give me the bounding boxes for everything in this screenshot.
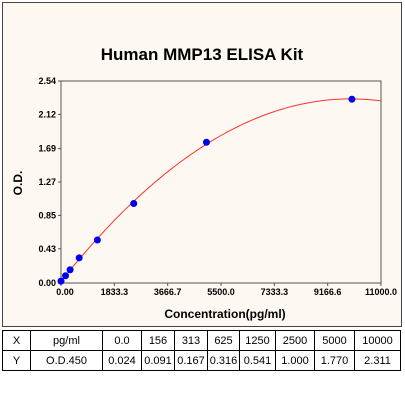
table-cell: 0.316 [207,350,240,371]
table-cell: 0.091 [141,350,175,371]
data-point [75,254,83,262]
table-cell: 5000 [314,330,355,351]
table-cell: 1250 [239,330,276,351]
table-cell: Y [2,350,31,371]
table-row-y: Y O.D.450 0.024 0.091 0.167 0.316 0.541 1.000 1.… [2,350,401,371]
table-cell: 0.024 [102,350,142,371]
plot-area [60,80,382,284]
table-cell: 0.541 [239,350,276,371]
x-tick-label: 5500.0 [207,287,235,297]
y-tick-label: 1.69 [38,144,56,154]
chart-title: Human MMP13 ELISA Kit [101,45,304,64]
table-cell: 1.000 [275,350,315,371]
data-point [57,277,65,285]
y-tick-label: 0.00 [38,278,56,288]
table-cell: 1.770 [314,350,355,371]
table-cell: 313 [174,330,208,351]
data-point [93,236,101,244]
data-point [202,138,210,146]
x-tick-label: 11000.0 [365,287,397,297]
fit-curve [60,98,382,282]
axis-ticks: 0.00 1833.3 3666.7 5500.0 7333.3 9166.6 11000.… [38,76,397,297]
y-tick-label: 0.85 [38,210,56,220]
x-axis-label: Concentration(pg/ml) [164,307,285,321]
table-cell: X [2,330,31,351]
y-tick-label: 0.43 [38,244,56,254]
x-tick-label: 1833.3 [101,287,129,297]
y-tick-label: 2.54 [38,76,56,86]
table-cell: 10000 [354,330,401,351]
x-tick-label: 9166.6 [314,287,342,297]
data-points [57,95,356,285]
x-tick-label: 3666.7 [154,287,182,297]
table-cell: 0.0 [102,330,142,351]
table-cell: 156 [141,330,175,351]
x-tick-label: 7333.3 [261,287,289,297]
data-point [66,266,74,274]
y-tick-label: 2.12 [38,109,56,119]
table-cell: pg/ml [30,330,103,351]
chart-panel: Human MMP13 ELISA Kit Concentration(pg/m… [2,2,402,327]
table-cell: 2500 [275,330,315,351]
data-point [130,199,138,207]
table-cell: 2.311 [354,350,401,371]
data-point [62,272,70,280]
chart: Human MMP13 ELISA Kit Concentration(pg/m… [11,45,397,321]
table-cell: 625 [207,330,240,351]
y-axis-label: O.D. [11,171,25,196]
y-tick-label: 1.27 [38,177,56,187]
table-cell: O.D.450 [30,350,103,371]
data-point [348,95,356,103]
table-cell: 0.167 [174,350,208,371]
x-tick-label: 0.00 [56,287,74,297]
